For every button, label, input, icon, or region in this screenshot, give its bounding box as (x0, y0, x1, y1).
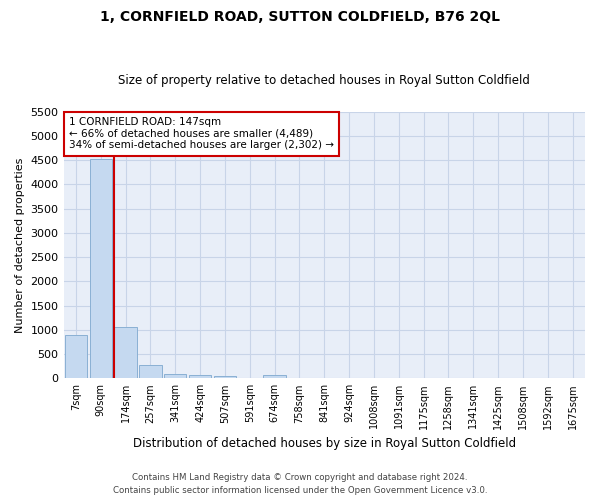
Bar (115, 328, 137, 378)
X-axis label: Distribution of detached houses by size in Royal Sutton Coldfield: Distribution of detached houses by size … (133, 437, 516, 450)
Bar (164, 374, 187, 378)
Y-axis label: Number of detached properties: Number of detached properties (15, 158, 25, 332)
Bar (214, 376, 236, 378)
Bar (65, 334, 87, 378)
Text: 1, CORNFIELD ROAD, SUTTON COLDFIELD, B76 2QL: 1, CORNFIELD ROAD, SUTTON COLDFIELD, B76… (100, 10, 500, 24)
Bar (89, 159, 112, 378)
Text: 1 CORNFIELD ROAD: 147sqm
← 66% of detached houses are smaller (4,489)
34% of sem: 1 CORNFIELD ROAD: 147sqm ← 66% of detach… (69, 117, 334, 150)
Bar (189, 374, 211, 378)
Bar (139, 365, 161, 378)
Text: Contains HM Land Registry data © Crown copyright and database right 2024.
Contai: Contains HM Land Registry data © Crown c… (113, 474, 487, 495)
Bar (263, 375, 286, 378)
Title: Size of property relative to detached houses in Royal Sutton Coldfield: Size of property relative to detached ho… (118, 74, 530, 87)
